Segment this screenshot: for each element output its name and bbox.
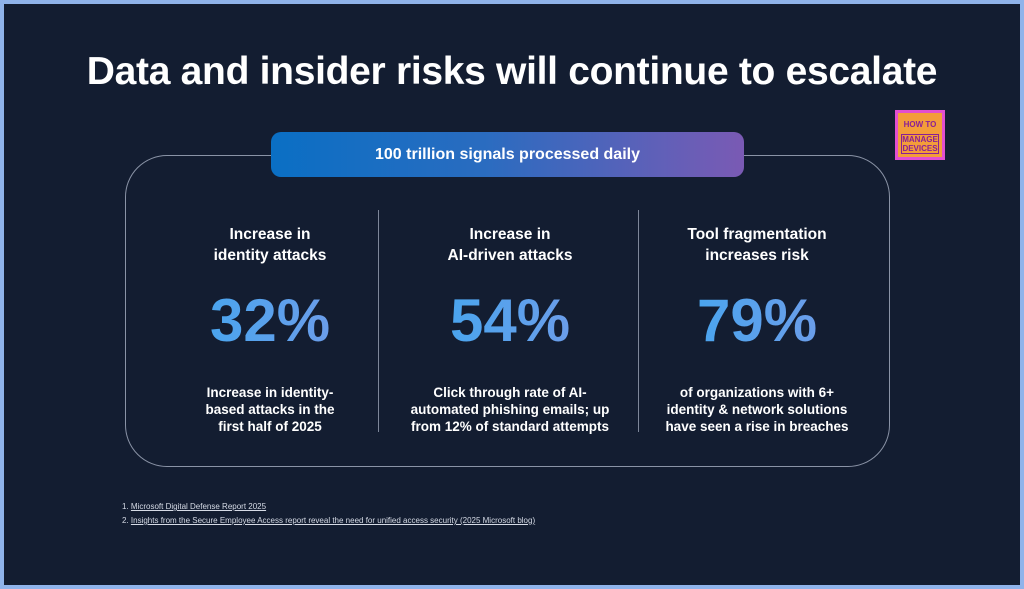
how-to-manage-devices-logo: HOW TO MANAGE DEVICES [895, 110, 945, 160]
stat-heading: Increase in identity attacks [213, 226, 327, 264]
stat-ai-attacks: Increase in AI-driven attacks 54% Click t… [390, 224, 630, 435]
stat-tool-fragmentation: Tool fragmentation increases risk 79% of … [637, 224, 877, 435]
signals-banner: 100 trillion signals processed daily [271, 132, 744, 177]
slide-title: Data and insider risks will continue to … [86, 50, 938, 93]
stat-description: Increase in identity-based attacks in th… [205, 385, 335, 434]
stat-identity-attacks: Increase in identity attacks 32% Increase… [150, 224, 390, 435]
footnote-link[interactable]: Microsoft Digital Defense Report 2025 [130, 502, 267, 511]
stat-description: of organizations with 6+ identity & netwo… [665, 385, 849, 434]
footnote: 1. Microsoft Digital Defense Report 2025 [122, 502, 267, 511]
stat-value: 54% [390, 286, 630, 356]
divider [378, 210, 379, 432]
footnote: 2. Insights from the Secure Employee Acc… [122, 516, 536, 525]
footnotes: 1. Microsoft Digital Defense Report 2025… [122, 500, 535, 528]
stat-heading: Increase in AI-driven attacks [447, 226, 573, 264]
divider [638, 210, 639, 432]
slide: Data and insider risks will continue to … [4, 4, 1020, 585]
footnote-link[interactable]: Insights from the Secure Employee Access… [130, 516, 536, 525]
stat-value: 32% [150, 286, 390, 356]
stat-heading: Tool fragmentation increases risk [687, 226, 827, 264]
stat-value: 79% [637, 286, 877, 356]
stat-description: Click through rate of AI-automated phish… [410, 385, 610, 434]
